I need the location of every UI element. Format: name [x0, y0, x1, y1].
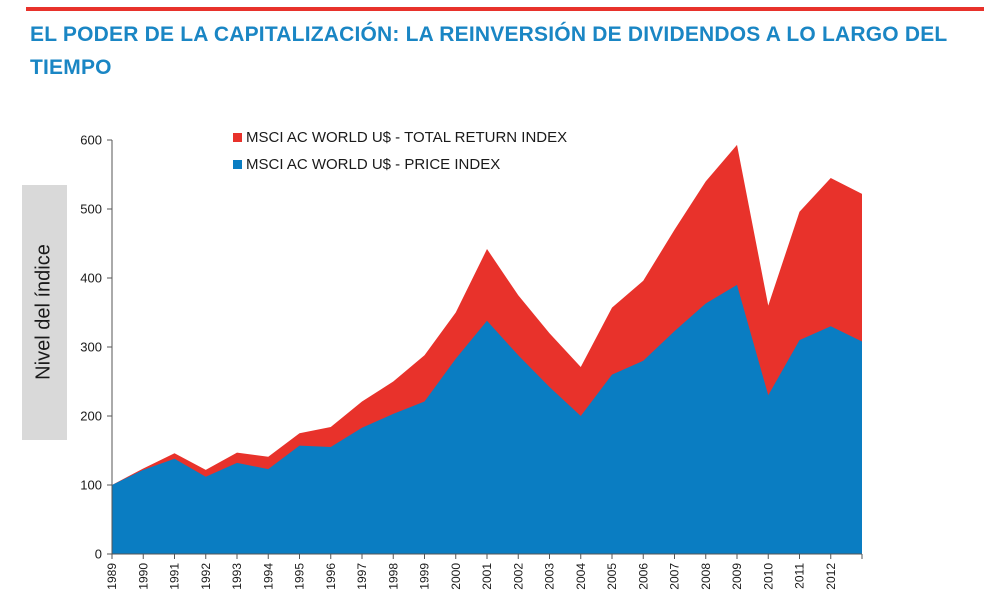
series-area-price	[112, 284, 862, 554]
y-tick-label: 600	[80, 133, 102, 148]
x-tick-label: 1992	[199, 563, 213, 590]
y-axis-label-box	[22, 185, 67, 440]
x-tick-label: 2009	[730, 563, 744, 590]
x-tick-label: 2005	[605, 563, 619, 590]
y-tick-label: 100	[80, 478, 102, 493]
x-tick-label: 2002	[511, 563, 525, 590]
x-tick-label: 1995	[293, 563, 307, 590]
x-tick-label: 2003	[543, 563, 557, 590]
x-tick-label: 2011	[793, 563, 807, 589]
x-tick-label: 2001	[480, 563, 494, 590]
x-tick-label: 1999	[418, 563, 432, 590]
x-tick-label: 2012	[824, 563, 838, 590]
chart-areas	[112, 144, 862, 554]
x-tick-label: 2006	[636, 563, 650, 590]
chart-axes: 0 100 200 300 400 500 600 1989 1990 1991 1992 1993 1…	[80, 133, 863, 590]
x-tick-label: 1994	[261, 563, 275, 590]
top-accent-rule	[26, 7, 984, 11]
x-tick-label: 2000	[449, 563, 463, 590]
x-tick-label: 2008	[699, 563, 713, 590]
legend-swatch	[233, 133, 242, 142]
legend-label: MSCI AC WORLD U$ - PRICE INDEX	[246, 156, 500, 173]
x-tick-label: 2004	[574, 563, 588, 590]
x-tick-label: 1991	[168, 563, 182, 590]
legend-swatch	[233, 160, 242, 169]
y-tick-label: 300	[80, 340, 102, 355]
x-tick-label: 1997	[355, 563, 369, 590]
y-tick-label: 400	[80, 271, 102, 286]
legend-label: MSCI AC WORLD U$ - TOTAL RETURN INDEX	[246, 129, 567, 146]
x-tick-label: 1993	[230, 563, 244, 590]
y-tick-label: 500	[80, 202, 102, 217]
x-tick-label: 2007	[668, 563, 682, 590]
x-tick-label: 1989	[105, 563, 119, 590]
x-tick-label: 2010	[761, 563, 775, 590]
y-tick-label: 0	[95, 547, 102, 562]
x-tick-label: 1990	[136, 563, 150, 590]
y-tick-label: 200	[80, 409, 102, 424]
x-tick-label: 1998	[386, 563, 400, 590]
chart-legend: MSCI AC WORLD U$ - TOTAL RETURN INDEX MSC…	[233, 129, 567, 173]
page-title: EL PODER DE LA CAPITALIZACIÓN: LA REINVE…	[30, 23, 948, 79]
x-tick-label: 1996	[324, 563, 338, 590]
